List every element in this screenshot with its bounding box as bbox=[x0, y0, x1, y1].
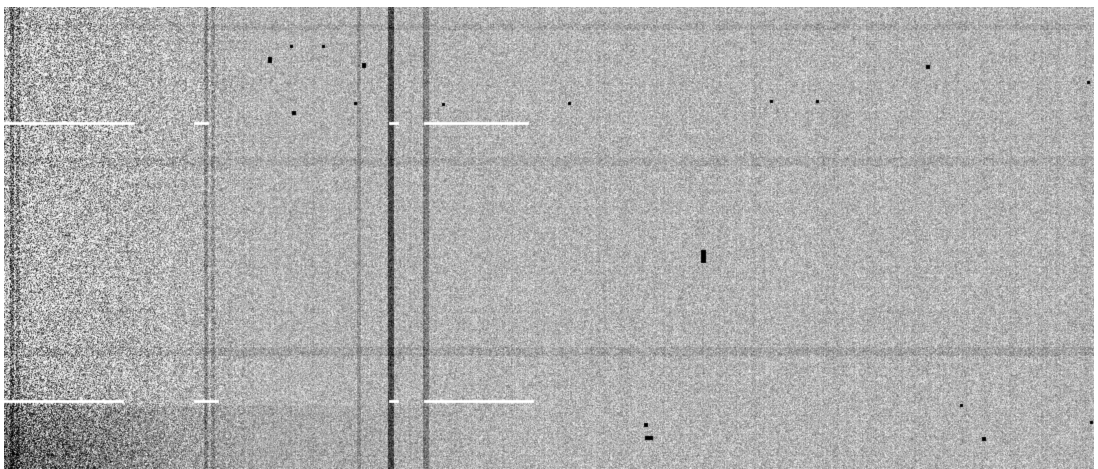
noise-image bbox=[4, 7, 1094, 469]
